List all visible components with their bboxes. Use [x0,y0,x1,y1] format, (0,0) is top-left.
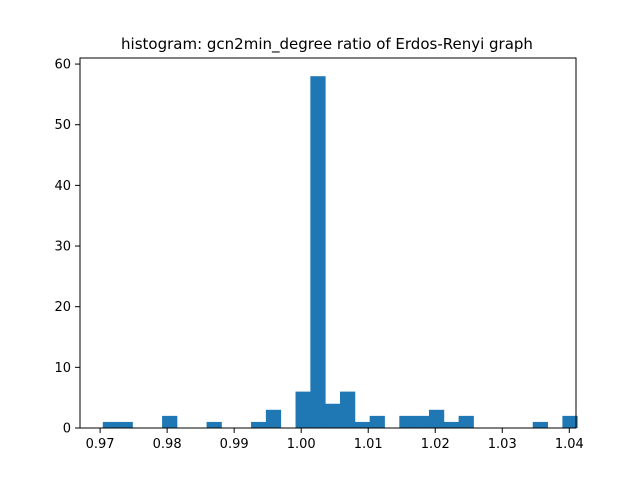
histogram-bar [443,421,460,428]
histogram-bar [458,415,474,428]
histogram-bar [562,415,578,428]
histogram-bar [428,409,445,428]
x-tick-label: 1.03 [488,437,517,452]
plot-frame [79,57,577,429]
histogram-bar [340,391,356,428]
y-axis-ticks: 0 10 20 30 40 50 60 [54,58,80,437]
histogram-bar [369,415,385,428]
y-tick-label: 40 [54,179,71,194]
x-tick-label: 1.00 [287,437,316,452]
x-tick-label: 0.99 [220,437,249,452]
x-tick-label: 1.01 [354,437,383,452]
histogram-bar [532,421,548,428]
histogram-bar [295,391,311,428]
histogram-bar [399,415,415,428]
histogram-bars [102,76,578,428]
histogram-bar [117,421,133,428]
chart-title: histogram: gcn2min_degree ratio of Erdos… [121,35,533,54]
histogram-bar [354,421,371,428]
x-tick-label: 0.97 [86,437,115,452]
x-tick-label: 0.98 [153,437,182,452]
x-tick-label: 1.02 [421,437,450,452]
histogram-bar [251,421,267,428]
x-axis-ticks: 0.97 0.98 0.99 1.00 1.01 1.02 1.03 1.04 [86,428,584,452]
histogram-bar [265,409,282,428]
y-tick-label: 30 [54,240,71,255]
histogram-bar [414,415,430,428]
histogram-bar [206,421,222,428]
x-tick-label: 1.04 [555,437,584,452]
histogram-bar [102,421,119,428]
y-tick-label: 20 [54,300,71,315]
y-tick-label: 0 [63,422,71,437]
y-tick-label: 60 [54,58,71,73]
histogram-bar [325,403,341,428]
y-tick-label: 10 [54,361,71,376]
y-tick-label: 50 [54,118,71,133]
histogram-bar [310,76,326,428]
histogram-bar [162,415,178,428]
